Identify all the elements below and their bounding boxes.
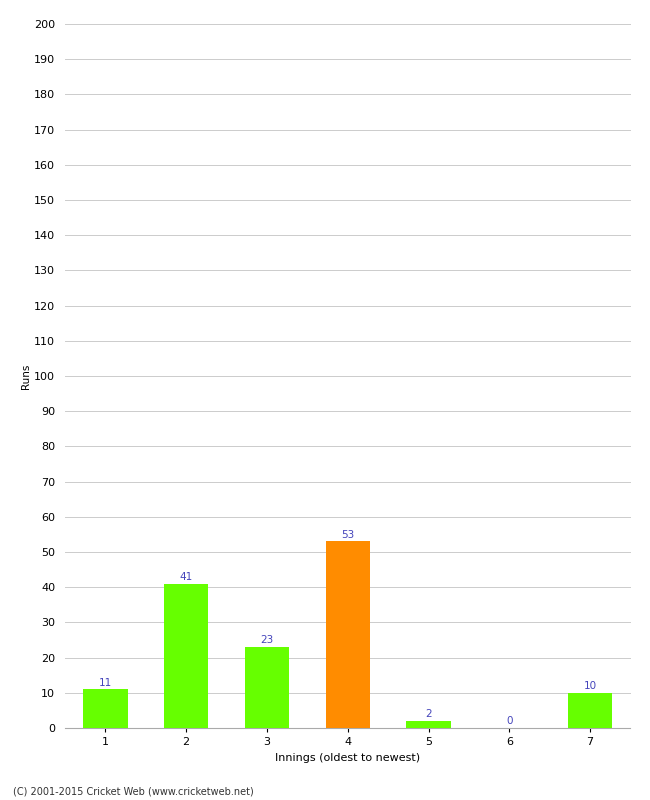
Text: (C) 2001-2015 Cricket Web (www.cricketweb.net): (C) 2001-2015 Cricket Web (www.cricketwe… [13, 786, 254, 796]
Text: 53: 53 [341, 530, 354, 540]
Text: 11: 11 [99, 678, 112, 687]
Bar [406, 721, 450, 728]
Bar [245, 647, 289, 728]
Bar [164, 584, 209, 728]
Bar [568, 693, 612, 728]
X-axis label: Innings (oldest to newest): Innings (oldest to newest) [275, 753, 421, 762]
Bar [83, 690, 127, 728]
Y-axis label: Runs: Runs [21, 363, 31, 389]
Text: 41: 41 [179, 572, 193, 582]
Text: 0: 0 [506, 716, 513, 726]
Text: 2: 2 [425, 709, 432, 719]
Text: 10: 10 [584, 681, 597, 691]
Text: 23: 23 [261, 635, 274, 646]
Bar [326, 542, 370, 728]
